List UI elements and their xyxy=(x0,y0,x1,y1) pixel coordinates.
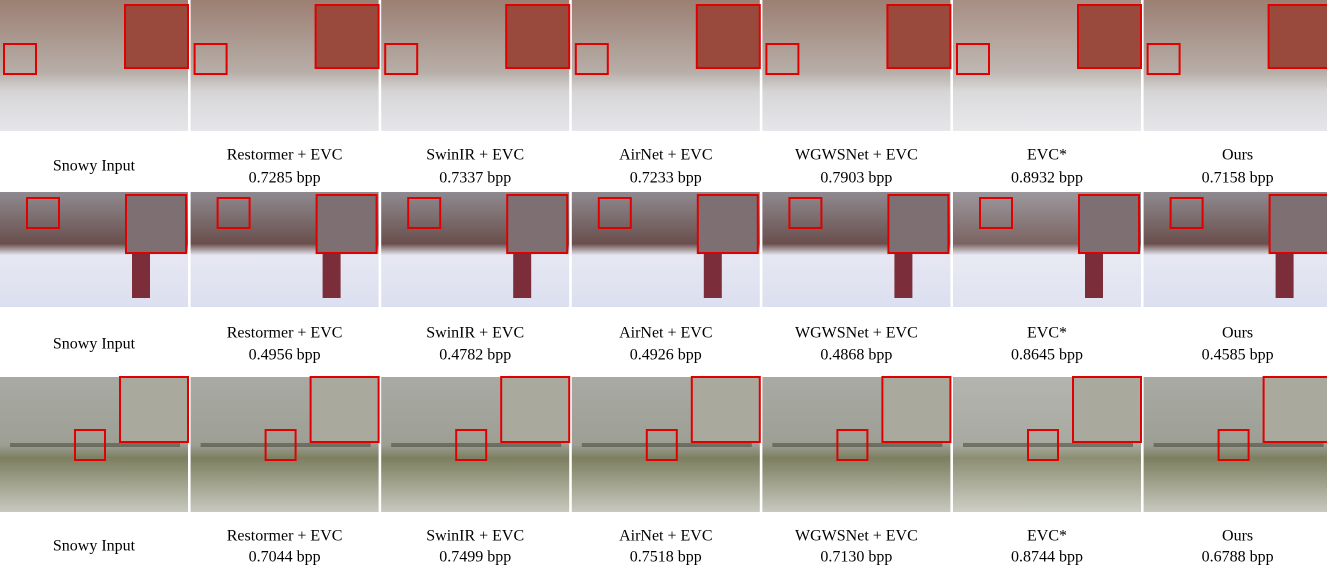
zoom-inset xyxy=(1079,195,1139,253)
caption-bpp: 0.8744 bpp xyxy=(1011,549,1083,566)
caption-label: WGWSNet + EVC xyxy=(795,528,918,545)
caption-label: Restormer + EVC xyxy=(227,147,343,164)
caption-label: AirNet + EVC xyxy=(619,147,712,164)
caption-label: Restormer + EVC xyxy=(227,528,343,545)
caption-bpp: 0.8645 bpp xyxy=(1011,347,1083,364)
caption-label: Ours xyxy=(1222,147,1253,164)
zoom-inset xyxy=(120,377,188,442)
caption-label: WGWSNet + EVC xyxy=(795,325,918,342)
caption-label: SwinIR + EVC xyxy=(426,147,524,164)
figure: Snowy Input Restormer + EVC 0.7285 bpp Swin… xyxy=(0,0,1327,569)
caption-label: Snowy Input xyxy=(53,158,136,175)
caption-label: SwinIR + EVC xyxy=(426,325,524,342)
zoom-inset xyxy=(1269,5,1327,68)
person xyxy=(704,250,722,298)
zoom-inset xyxy=(125,5,188,68)
caption-label: Restormer + EVC xyxy=(227,325,343,342)
caption-label: Snowy Input xyxy=(53,538,136,555)
zoom-inset xyxy=(887,5,950,68)
caption-label: EVC* xyxy=(1027,325,1067,342)
caption-label: Snowy Input xyxy=(53,336,136,353)
caption-bpp: 0.8932 bpp xyxy=(1011,170,1083,187)
caption-bpp: 0.4956 bpp xyxy=(249,347,321,364)
caption-label: SwinIR + EVC xyxy=(426,528,524,545)
person xyxy=(323,250,341,298)
caption-label: Ours xyxy=(1222,325,1253,342)
bird-row xyxy=(963,443,1133,447)
zoom-inset xyxy=(1264,377,1327,442)
zoom-inset xyxy=(1073,377,1141,442)
person xyxy=(132,250,150,298)
zoom-inset xyxy=(1078,5,1141,68)
zoom-inset xyxy=(316,5,379,68)
caption-bpp: 0.7158 bpp xyxy=(1202,170,1274,187)
zoom-inset xyxy=(1270,195,1327,253)
caption-bpp: 0.7903 bpp xyxy=(820,170,892,187)
caption-bpp: 0.7499 bpp xyxy=(439,549,511,566)
person xyxy=(894,250,912,298)
caption-label: EVC* xyxy=(1027,147,1067,164)
caption-bpp: 0.4868 bpp xyxy=(820,347,892,364)
zoom-inset xyxy=(507,195,567,253)
caption-bpp: 0.7130 bpp xyxy=(820,549,892,566)
caption-label: WGWSNet + EVC xyxy=(795,147,918,164)
caption-bpp: 0.7285 bpp xyxy=(249,170,321,187)
zoom-inset xyxy=(692,377,760,442)
caption-bpp: 0.4926 bpp xyxy=(630,347,702,364)
zoom-inset xyxy=(501,377,569,442)
bird-row xyxy=(201,443,371,447)
caption-label: Ours xyxy=(1222,528,1253,545)
caption-bpp: 0.7044 bpp xyxy=(249,549,321,566)
zoom-inset xyxy=(126,195,186,253)
bird-row xyxy=(391,443,561,447)
caption-bpp: 0.6788 bpp xyxy=(1202,549,1274,566)
caption-label: EVC* xyxy=(1027,528,1067,545)
zoom-inset xyxy=(882,377,950,442)
caption-bpp: 0.7233 bpp xyxy=(630,170,702,187)
caption-bpp: 0.4585 bpp xyxy=(1202,347,1274,364)
caption-bpp: 0.7518 bpp xyxy=(630,549,702,566)
caption-label: AirNet + EVC xyxy=(619,325,712,342)
bird-row xyxy=(582,443,752,447)
person xyxy=(513,250,531,298)
zoom-inset xyxy=(506,5,569,68)
caption-label: AirNet + EVC xyxy=(619,528,712,545)
zoom-inset xyxy=(697,5,760,68)
zoom-inset xyxy=(311,377,379,442)
caption-bpp: 0.7337 bpp xyxy=(439,170,511,187)
caption-bpp: 0.4782 bpp xyxy=(439,347,511,364)
person xyxy=(1085,250,1103,298)
zoom-inset xyxy=(888,195,948,253)
zoom-inset xyxy=(698,195,758,253)
zoom-inset xyxy=(317,195,377,253)
bird-row xyxy=(10,443,180,447)
bird-row xyxy=(772,443,942,447)
bird-row xyxy=(1154,443,1324,447)
person xyxy=(1276,250,1294,298)
